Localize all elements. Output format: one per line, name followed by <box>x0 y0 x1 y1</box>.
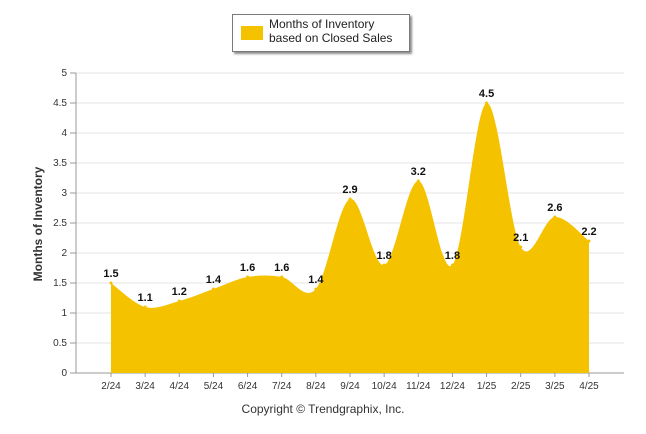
data-label: 4.5 <box>479 88 494 100</box>
y-tick-label: 3 <box>61 188 67 199</box>
x-tick-label: 5/24 <box>204 381 224 392</box>
y-tick-label: 0.5 <box>53 338 67 349</box>
x-tick-label: 4/24 <box>170 381 190 392</box>
y-tick-label: 4.5 <box>53 98 67 109</box>
x-tick-label: 2/25 <box>511 381 531 392</box>
legend: Months of Inventory based on Closed Sale… <box>232 14 410 52</box>
data-point <box>382 263 386 267</box>
y-tick-label: 1 <box>61 308 67 319</box>
y-axis-title: Months of Inventory <box>31 166 45 281</box>
data-point <box>450 263 454 267</box>
y-tick-label: 1.5 <box>53 278 67 289</box>
x-tick-label: 11/24 <box>406 381 431 392</box>
data-label: 2.6 <box>547 202 562 214</box>
x-tick-label: 3/24 <box>135 381 155 392</box>
data-label: 3.2 <box>411 166 426 178</box>
x-tick-label: 8/24 <box>306 381 326 392</box>
x-tick-label: 1/25 <box>477 381 497 392</box>
copyright-footer: Copyright © Trendgraphix, Inc. <box>241 402 405 416</box>
y-tick-label: 5 <box>61 68 67 79</box>
data-label: 1.8 <box>376 250 391 262</box>
data-label: 1.4 <box>308 274 324 286</box>
x-tick-label: 7/24 <box>272 381 292 392</box>
data-labels: 1.5 1.1 1.2 1.4 1.6 1.6 1.4 2.9 1.8 3.2 1.8 4.5 2.1 2… <box>103 88 596 304</box>
data-label: 1.1 <box>137 292 152 304</box>
data-point <box>143 305 147 309</box>
legend-swatch <box>241 26 263 40</box>
data-label: 2.2 <box>581 226 596 238</box>
x-tick-label: 4/25 <box>579 381 599 392</box>
data-label: 1.6 <box>274 262 289 274</box>
data-point <box>587 239 591 243</box>
area-series <box>109 101 591 373</box>
data-label: 1.4 <box>206 274 222 286</box>
x-tick-label: 6/24 <box>238 381 258 392</box>
x-tick-label: 10/24 <box>372 381 397 392</box>
legend-label: Months of Inventory based on Closed Sale… <box>269 17 393 45</box>
data-point <box>314 287 318 291</box>
data-point <box>246 275 250 279</box>
data-label: 1.5 <box>103 268 118 280</box>
y-tick-label: 3.5 <box>53 158 67 169</box>
y-tick-label: 2.5 <box>53 218 67 229</box>
data-point <box>416 179 420 183</box>
data-point <box>109 281 113 285</box>
data-point <box>280 275 284 279</box>
x-tick-label: 3/25 <box>545 381 565 392</box>
data-point <box>519 245 523 249</box>
x-tick-label: 12/24 <box>440 381 465 392</box>
data-label: 2.9 <box>342 184 357 196</box>
data-point <box>553 215 557 219</box>
data-point <box>485 101 489 105</box>
data-label: 2.1 <box>513 232 528 244</box>
data-label: 1.6 <box>240 262 255 274</box>
data-point <box>348 197 352 201</box>
data-label: 1.2 <box>172 286 187 298</box>
y-tick-label: 4 <box>61 128 67 139</box>
data-point <box>177 299 181 303</box>
x-tick-label: 2/24 <box>101 381 121 392</box>
x-tick-label: 9/24 <box>340 381 360 392</box>
area-series-fill <box>111 102 589 373</box>
y-tick-label: 2 <box>61 248 67 259</box>
data-label: 1.8 <box>445 250 460 262</box>
y-tick-label: 0 <box>61 368 67 379</box>
data-point <box>211 287 215 291</box>
